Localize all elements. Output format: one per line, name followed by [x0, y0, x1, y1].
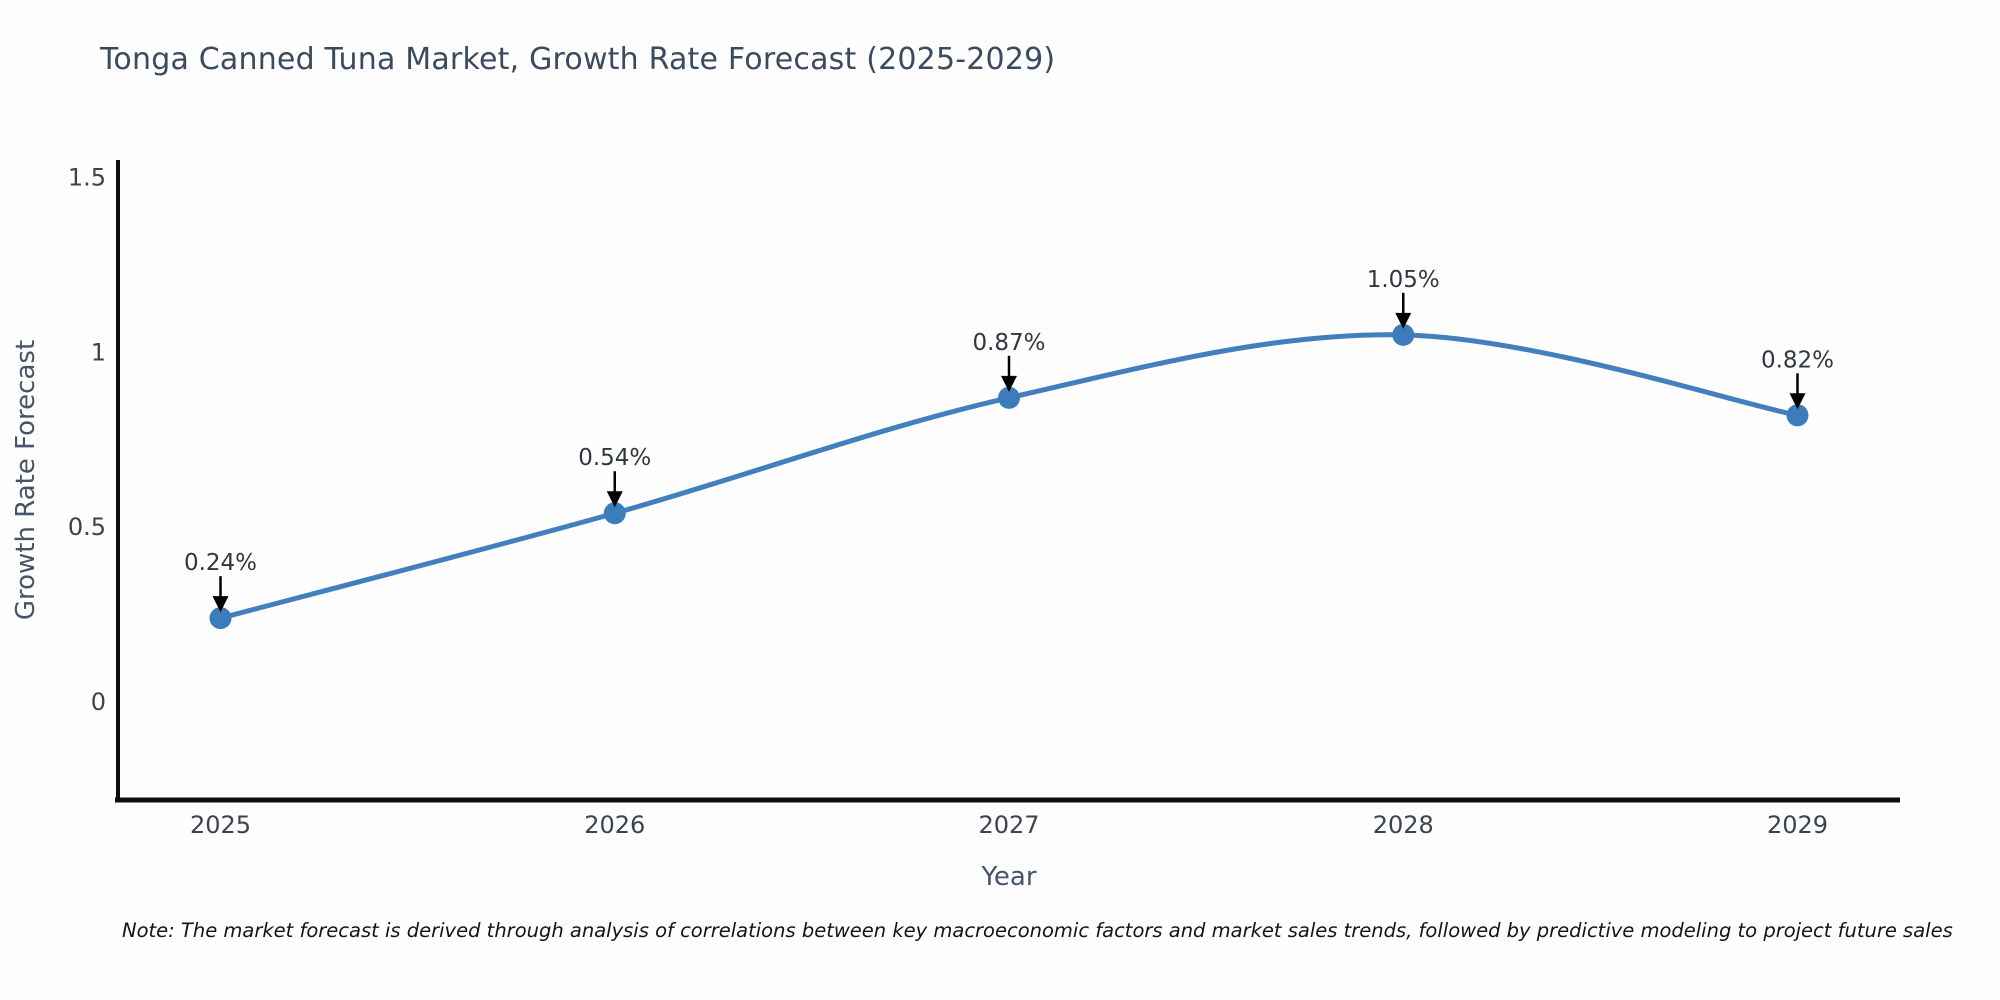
- data-point-marker: [209, 607, 232, 630]
- annotation-arrow-head-icon: [212, 596, 229, 613]
- data-point-marker: [603, 502, 626, 525]
- data-point-marker: [1786, 404, 1809, 427]
- data-point-label: 0.87%: [972, 330, 1045, 356]
- data-point-label: 1.05%: [1367, 267, 1440, 293]
- annotation-arrow-head-icon: [606, 491, 623, 508]
- footnote: Note: The market forecast is derived thr…: [122, 919, 1953, 942]
- data-point-label: 0.82%: [1761, 347, 1834, 373]
- x-axis-tick-label: 2028: [1373, 811, 1434, 839]
- x-axis-tick-label: 2029: [1767, 811, 1828, 839]
- data-point-marker: [1392, 323, 1415, 346]
- y-axis-tick-label: 1: [91, 338, 106, 366]
- x-axis-tick-label: 2026: [584, 811, 645, 839]
- x-axis-title: Year: [980, 862, 1036, 892]
- data-point-label: 0.24%: [184, 550, 257, 576]
- y-axis-tick-label: 0.5: [68, 513, 106, 541]
- y-axis-tick-label: 1.5: [68, 163, 106, 191]
- annotation-arrow-head-icon: [1395, 312, 1412, 329]
- x-axis-tick-label: 2027: [978, 811, 1039, 839]
- x-axis-tick-label: 2025: [190, 811, 251, 839]
- y-axis-title: Growth Rate Forecast: [11, 340, 41, 620]
- chart-title: Tonga Canned Tuna Market, Growth Rate Fo…: [100, 42, 1056, 77]
- annotation-arrow-head-icon: [1789, 393, 1806, 410]
- data-point-marker: [998, 386, 1020, 409]
- data-point-label: 0.54%: [578, 445, 651, 471]
- annotation-arrow-head-icon: [1001, 375, 1017, 392]
- y-axis-tick-label: 0: [91, 688, 106, 716]
